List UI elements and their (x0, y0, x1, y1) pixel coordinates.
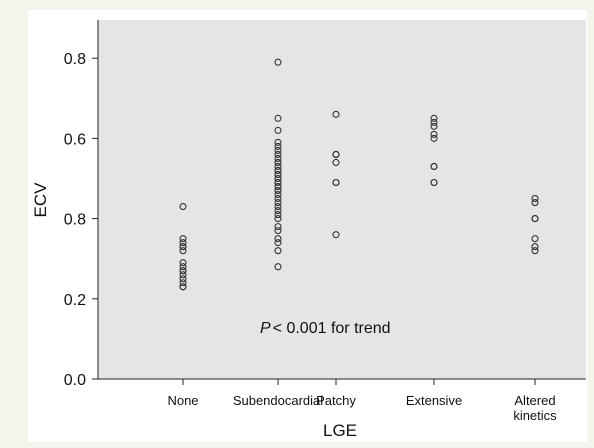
data-point (274, 263, 282, 271)
data-point (179, 203, 187, 211)
data-point (274, 170, 282, 179)
data-point (274, 146, 282, 154)
y-tick-label: 0.8 (64, 212, 86, 229)
y-tick-label: 0.2 (64, 292, 86, 309)
y-tick-label: 0.0 (64, 372, 86, 389)
data-point (531, 199, 539, 207)
data-point (179, 271, 187, 279)
x-tick-label-line: Extensive (406, 393, 462, 408)
data-point (332, 178, 340, 187)
x-tick-label-line: kinetics (513, 408, 557, 423)
data-point (274, 195, 282, 203)
x-tick-label: Subendocardial (233, 393, 323, 408)
x-axis-title: LGE (323, 421, 357, 440)
data-point (274, 138, 282, 146)
data-points (179, 58, 539, 291)
data-point (179, 283, 187, 291)
data-point (430, 118, 438, 126)
p-value-text: < 0.001 for trend (273, 320, 391, 337)
data-point (274, 150, 282, 158)
data-point (274, 154, 282, 162)
scatter-chart: 0.0 0.2 0.8 0.6 0.8 None SubendocardialPatchy… (31, 20, 586, 440)
x-tick-label-line: Altered (514, 393, 555, 408)
data-point (332, 231, 340, 239)
data-point (274, 158, 282, 167)
data-point (430, 178, 438, 187)
data-point (274, 162, 282, 171)
x-tick-label: Altered kinetics (513, 393, 557, 423)
data-point (274, 211, 282, 219)
data-point (430, 114, 438, 122)
data-point (332, 158, 340, 167)
data-point (274, 247, 282, 255)
x-tick-label: Extensive (406, 393, 462, 408)
data-point (179, 239, 187, 247)
x-tick-label: None (167, 393, 198, 408)
data-point (531, 195, 539, 203)
data-point (274, 227, 282, 235)
data-point (332, 110, 340, 118)
data-point (179, 267, 187, 275)
data-point (274, 166, 282, 175)
y-tick-label: 0.6 (64, 131, 86, 148)
data-point (179, 259, 187, 267)
data-point (274, 203, 282, 211)
data-point (179, 275, 187, 283)
data-point (179, 235, 187, 243)
data-point (274, 215, 282, 223)
data-point (274, 190, 282, 199)
plot-area (98, 20, 586, 379)
data-point (531, 235, 539, 243)
data-point (274, 114, 282, 122)
trend-annotation: P < 0.001 for trend (260, 320, 391, 337)
y-tick-label: 0.8 (64, 51, 86, 68)
data-point (274, 199, 282, 207)
data-point (274, 207, 282, 215)
data-point (274, 223, 282, 231)
p-symbol: P (260, 320, 271, 337)
data-point (274, 142, 282, 150)
data-point (531, 247, 539, 255)
y-axis-title: ECV (31, 182, 50, 218)
chart-panel: 0.0 0.2 0.8 0.6 0.8 None Subendocardial Patchy… (28, 10, 587, 442)
data-point (332, 150, 340, 158)
data-point (179, 263, 187, 271)
data-point (430, 162, 438, 171)
x-tick-label-line: Patchy (316, 393, 356, 408)
data-point (274, 178, 282, 187)
data-point (430, 134, 438, 142)
x-tick-label-line: None (167, 393, 198, 408)
data-point (274, 235, 282, 243)
data-point (274, 186, 282, 195)
data-point (274, 174, 282, 183)
data-point (274, 58, 282, 66)
x-tick-label-line: Subendocardial (233, 393, 323, 408)
data-point (179, 243, 187, 251)
y-ticks: 0.0 0.2 0.8 0.6 0.8 (64, 51, 98, 389)
data-point (430, 130, 438, 138)
data-point (274, 239, 282, 247)
data-point (274, 182, 282, 191)
data-point (531, 215, 539, 223)
x-tick-label: Patchy (316, 393, 356, 408)
data-point (179, 279, 187, 287)
data-point (531, 243, 539, 251)
data-point (179, 247, 187, 255)
data-point (430, 122, 438, 130)
data-point (274, 126, 282, 134)
